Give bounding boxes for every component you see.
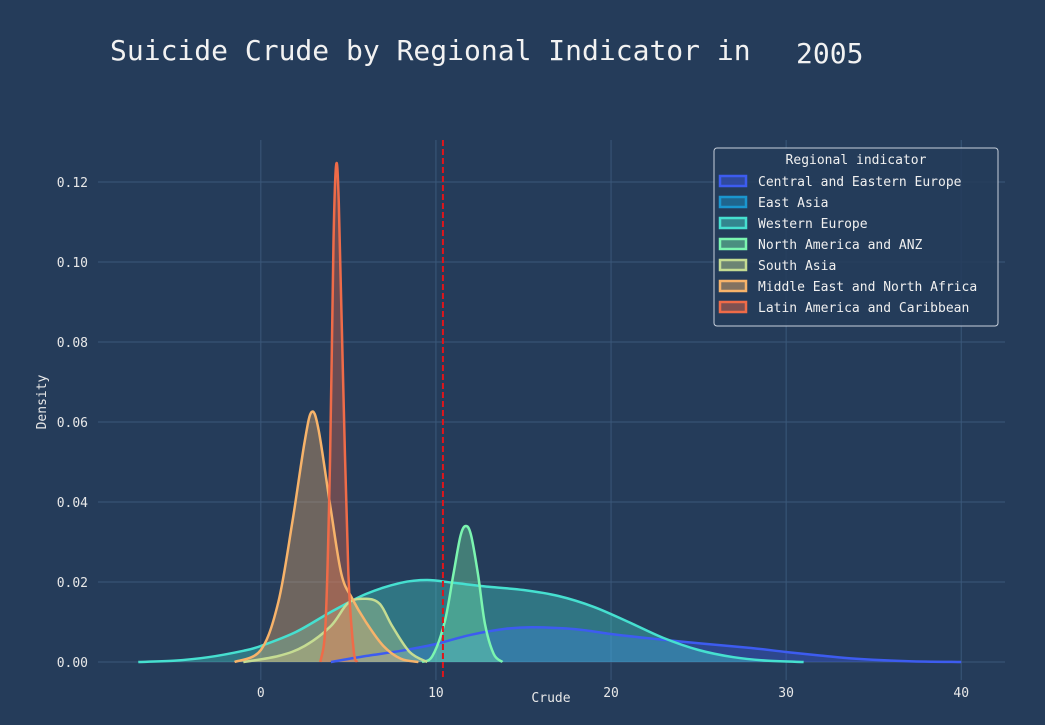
legend-swatch-central-and-eastern-europe xyxy=(718,174,748,188)
x-tick-label: 0 xyxy=(257,686,265,701)
y-tick-label: 0.12 xyxy=(57,176,88,191)
legend-label-east-asia: East Asia xyxy=(758,196,828,211)
chart-title-year: 2005 xyxy=(796,37,863,70)
legend-label-middle-east-and-north-africa: Middle East and North Africa xyxy=(758,280,977,295)
legend-swatch-middle-east-and-north-africa xyxy=(718,279,748,293)
legend-swatch-western-europe xyxy=(718,216,748,230)
y-tick-label: 0.10 xyxy=(57,256,88,271)
area-middle-east-and-north-africa xyxy=(234,411,419,662)
x-tick-label: 30 xyxy=(778,686,794,701)
legend-box xyxy=(713,147,999,327)
line-western-europe xyxy=(138,578,804,664)
x-tick-label: 40 xyxy=(953,686,969,701)
legend-swatch-latin-america-and-caribbean xyxy=(718,300,748,314)
area-north-america-and-anz xyxy=(421,525,503,662)
legend-label-central-and-eastern-europe: Central and Eastern Europe xyxy=(758,175,962,190)
area-western-europe xyxy=(138,580,804,662)
y-tick-label: 0.02 xyxy=(57,576,88,591)
x-tick-label: 20 xyxy=(603,686,619,701)
y-axis-ticks: 0.00 0.02 0.04 0.06 0.08 0.10 0.12 xyxy=(57,176,88,671)
line-south-asia xyxy=(243,597,428,664)
x-axis-ticks: 0 10 20 30 40 xyxy=(257,686,969,701)
y-tick-label: 0.08 xyxy=(57,336,88,351)
legend-label-western-europe: Western Europe xyxy=(758,217,868,232)
legend-swatch-north-america-and-anz xyxy=(718,237,748,251)
line-central-and-eastern-europe xyxy=(330,625,962,664)
area-south-asia xyxy=(243,598,428,662)
y-axis-label: Density xyxy=(35,374,50,429)
legend-label-north-america-and-anz: North America and ANZ xyxy=(758,238,923,253)
legend-title: Regional indicator xyxy=(786,153,927,168)
y-tick-label: 0.04 xyxy=(57,496,88,511)
density-lines xyxy=(138,161,962,664)
y-tick-label: 0.06 xyxy=(57,416,88,431)
chart-title: Suicide Crude by Regional Indicator in xyxy=(110,34,751,67)
line-middle-east-and-north-africa xyxy=(234,410,419,664)
legend-label-latin-america-and-caribbean: Latin America and Caribbean xyxy=(758,301,969,316)
line-latin-america-and-caribbean xyxy=(319,161,359,663)
legend-label-south-asia: South Asia xyxy=(758,259,836,274)
x-tick-label: 10 xyxy=(428,686,444,701)
x-axis-label: Crude xyxy=(531,691,570,706)
line-north-america-and-anz xyxy=(421,524,504,664)
legend-swatch-south-asia xyxy=(718,258,748,272)
y-tick-label: 0.00 xyxy=(57,656,88,671)
area-latin-america-and-caribbean xyxy=(320,162,358,662)
legend-swatch-east-asia xyxy=(718,195,748,209)
legend: Regional indicator Central and Eastern Eu… xyxy=(713,147,999,327)
